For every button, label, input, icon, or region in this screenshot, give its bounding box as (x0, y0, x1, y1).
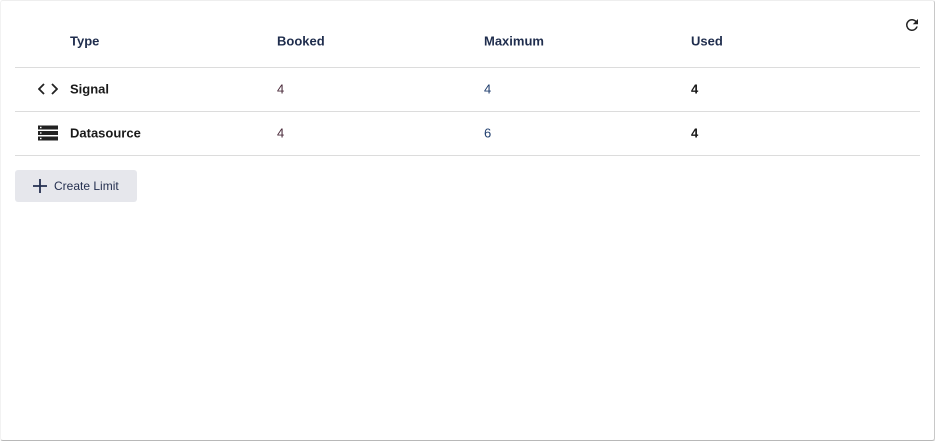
table-row: Datasource 4 6 4 (15, 111, 920, 156)
used-value: 4 (691, 125, 699, 141)
booked-value: 4 (277, 125, 285, 141)
header-type: Type (70, 33, 100, 49)
code-icon (38, 83, 58, 95)
table-row: Signal 4 4 4 (15, 67, 920, 112)
type-name: Datasource (70, 125, 141, 141)
type-name: Signal (70, 81, 110, 97)
maximum-value: 4 (484, 81, 492, 97)
header-booked: Booked (277, 33, 325, 49)
booked-value: 4 (277, 81, 285, 97)
header-maximum: Maximum (484, 33, 544, 49)
maximum-value: 6 (484, 125, 492, 141)
header-used: Used (691, 33, 723, 49)
create-limit-label: Create Limit (54, 179, 119, 193)
used-value: 4 (691, 81, 699, 97)
create-limit-button[interactable]: Create Limit (15, 170, 137, 202)
plus-icon (33, 179, 47, 193)
server-list-icon (38, 125, 58, 141)
table-header: Type Booked Maximum Used (15, 15, 920, 68)
